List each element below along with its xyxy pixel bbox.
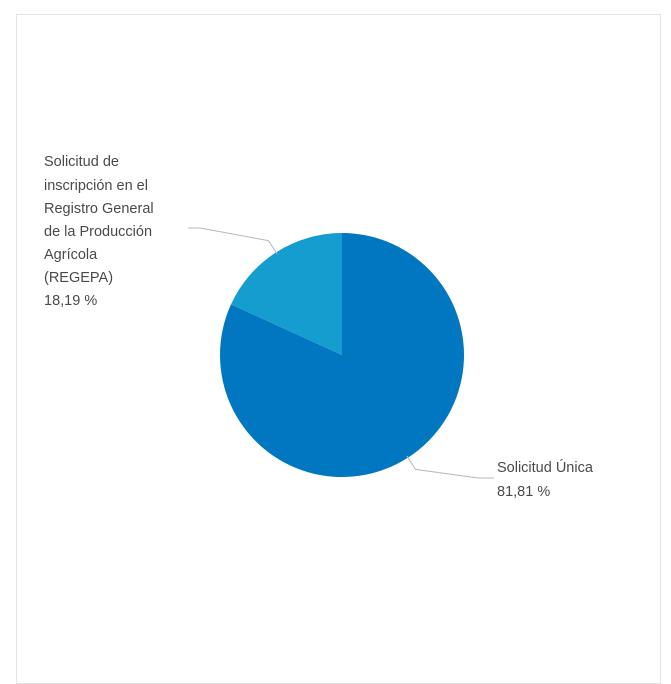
leader-line	[188, 227, 278, 255]
slice-label-line: Solicitud Única	[497, 459, 594, 476]
slice-label-line: inscripción en el	[44, 178, 148, 194]
pie-slices	[220, 233, 464, 477]
leader-line	[406, 455, 494, 479]
slice-label-line: Agrícola	[44, 247, 98, 263]
pie-slice[interactable]	[230, 233, 342, 355]
slice-label-regepa: Solicitud de inscripción en el Registro …	[44, 154, 158, 309]
slice-value-label: 18,19 %	[44, 293, 97, 309]
slice-label-line: Registro General	[44, 201, 154, 217]
slice-label-line: de la Producción	[44, 224, 152, 240]
leader-lines	[188, 227, 494, 479]
slice-label-solicitud-unica: Solicitud Única 81,81 %	[497, 459, 597, 500]
slice-label-line: (REGEPA)	[44, 270, 113, 286]
slice-value-label: 81,81 %	[497, 484, 550, 500]
slice-label-line: Solicitud de	[44, 154, 119, 170]
